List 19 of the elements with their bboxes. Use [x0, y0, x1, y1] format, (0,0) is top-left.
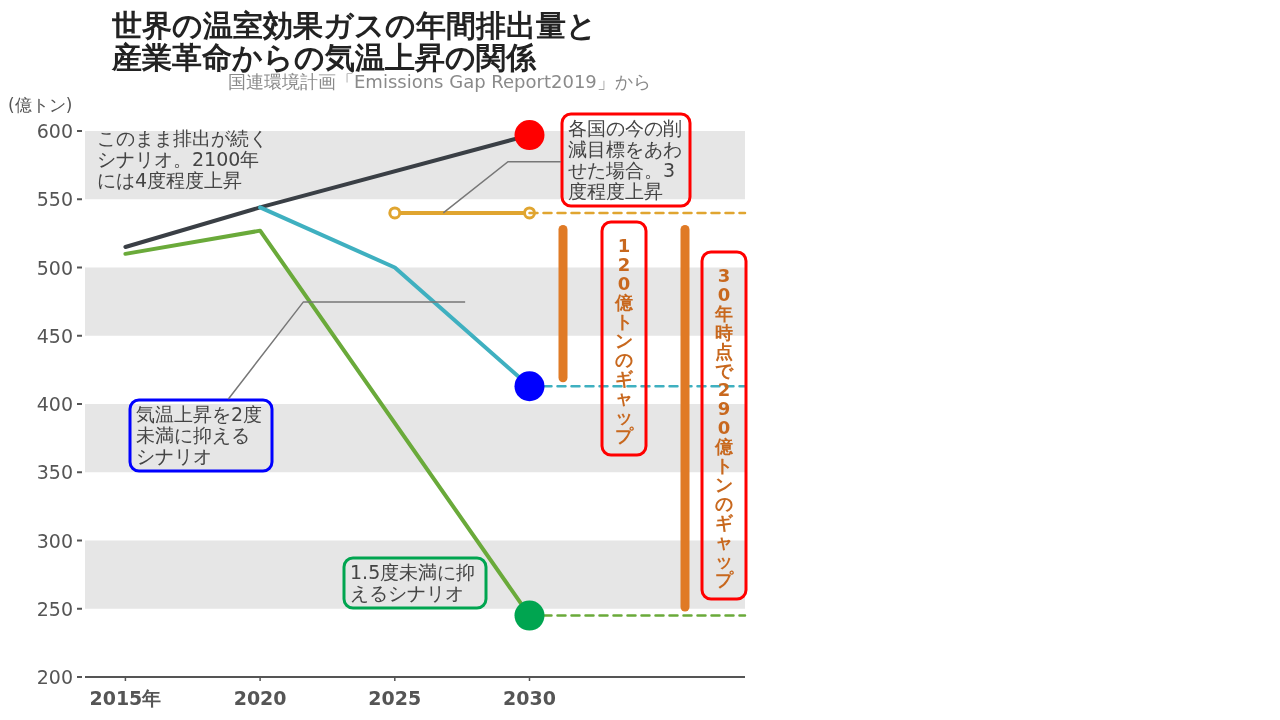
- x-tick-label: 2020: [233, 687, 287, 709]
- x-tick-label: 2025: [368, 687, 422, 709]
- y-tick-label: 250: [36, 597, 73, 620]
- y-tick-label: 450: [36, 324, 73, 347]
- y-tick-label: 350: [36, 461, 73, 484]
- y-tick-label: 300: [36, 529, 73, 552]
- text: 120億トンのギャップ: [615, 235, 633, 446]
- series-label: このまま排出が続くシナリオ。2100年には4度程度上昇: [97, 127, 269, 191]
- x-tick-label: 2015年: [89, 687, 162, 709]
- series-label: 各国の今の削減目標をあわせた場合。3度程度上昇: [568, 117, 683, 202]
- y-tick-label: 200: [36, 666, 73, 688]
- y-tick-label: 550: [36, 188, 73, 211]
- y-tick-label: 400: [36, 393, 73, 415]
- text: 気温上昇を2度未満に抑えるシナリオ: [136, 403, 264, 467]
- y-axis-title: (億トン): [8, 95, 73, 115]
- y-tick-label: 500: [36, 256, 73, 279]
- series-label: 1.5度未満に抑えるシナリオ: [350, 561, 477, 604]
- y-tick-label: 600: [36, 120, 73, 142]
- x-tick-label: 2030: [503, 687, 556, 709]
